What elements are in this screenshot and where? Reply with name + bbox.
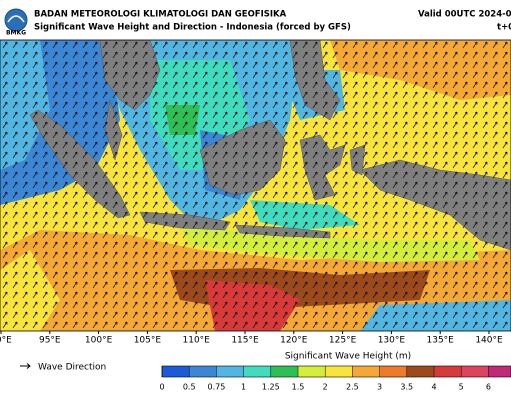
lead-time: t+0	[497, 23, 511, 33]
colorbar-tick-label: 2.5	[346, 383, 359, 392]
agency-title: BADAN METEOROLOGI KLIMATOLOGI DAN GEOFIS…	[34, 10, 287, 20]
subtitle: Significant Wave Height and Direction - …	[34, 23, 351, 33]
lon-label: 130°E	[378, 336, 406, 346]
colorbar-swatch	[325, 366, 353, 377]
lon-label: 120°E	[280, 336, 308, 346]
colorbar-tick-label: 0.75	[207, 383, 225, 392]
colorbar-tick-label: 4	[431, 383, 436, 392]
lon-label: 110°E	[183, 336, 211, 346]
colorbar-swatch	[379, 366, 407, 377]
colorbar-tick-label: 1	[241, 383, 246, 392]
colorbar: 0 0.5 0.75 1 1.25 1.5 2 2.5 3 3.5 4 5 6	[159, 365, 511, 392]
direction-legend: Wave Direction	[20, 363, 106, 373]
legend-arrow	[20, 363, 31, 369]
colorbar-swatch	[488, 366, 511, 377]
colorbar-tick-label: 2	[323, 383, 328, 392]
colorbar-tick-label: 1.5	[292, 383, 305, 392]
longitude-labels: 90°E 95°E 100°E 105°E 110°E 115°E 120°E 125°E 13…	[0, 331, 503, 346]
colorbar-tick-label: 1.25	[262, 383, 280, 392]
colorbar-swatch	[434, 366, 462, 377]
lon-label: 100°E	[85, 336, 113, 346]
logo-text: BMKG	[6, 30, 26, 37]
colorbar-swatch	[406, 366, 434, 377]
valid-time: Valid 00UTC 2024-03	[418, 10, 511, 20]
logo: BMKG	[4, 8, 28, 37]
colorbar-swatch	[270, 366, 298, 377]
map	[0, 40, 511, 331]
colorbar-swatch	[189, 366, 217, 377]
lon-label: 140°E	[475, 336, 503, 346]
colorbar-swatch	[243, 366, 271, 377]
colorbar-swatch	[352, 366, 380, 377]
lon-label: 125°E	[329, 336, 357, 346]
colorbar-swatch	[298, 366, 326, 377]
legend-label: Wave Direction	[38, 363, 106, 373]
lon-label: 115°E	[231, 336, 259, 346]
colorbar-tick-label: 3.5	[400, 383, 413, 392]
colorbar-tick-label: 3	[377, 383, 382, 392]
lon-label: 90°E	[0, 336, 12, 346]
colorbar-tick-label: 6	[486, 383, 491, 392]
lon-label: 105°E	[134, 336, 162, 346]
map-frame	[0, 39, 511, 332]
colorbar-tick-label: 0.5	[183, 383, 196, 392]
colorbar-tick-label: 0	[159, 383, 164, 392]
colorbar-tick-label: 5	[459, 383, 464, 392]
lon-label: 135°E	[427, 336, 455, 346]
colorbar-swatch	[162, 366, 190, 377]
lon-label: 95°E	[39, 336, 61, 346]
colorbar-title: Significant Wave Height (m)	[285, 352, 411, 362]
colorbar-swatch	[461, 366, 489, 377]
colorbar-swatch	[216, 366, 244, 377]
